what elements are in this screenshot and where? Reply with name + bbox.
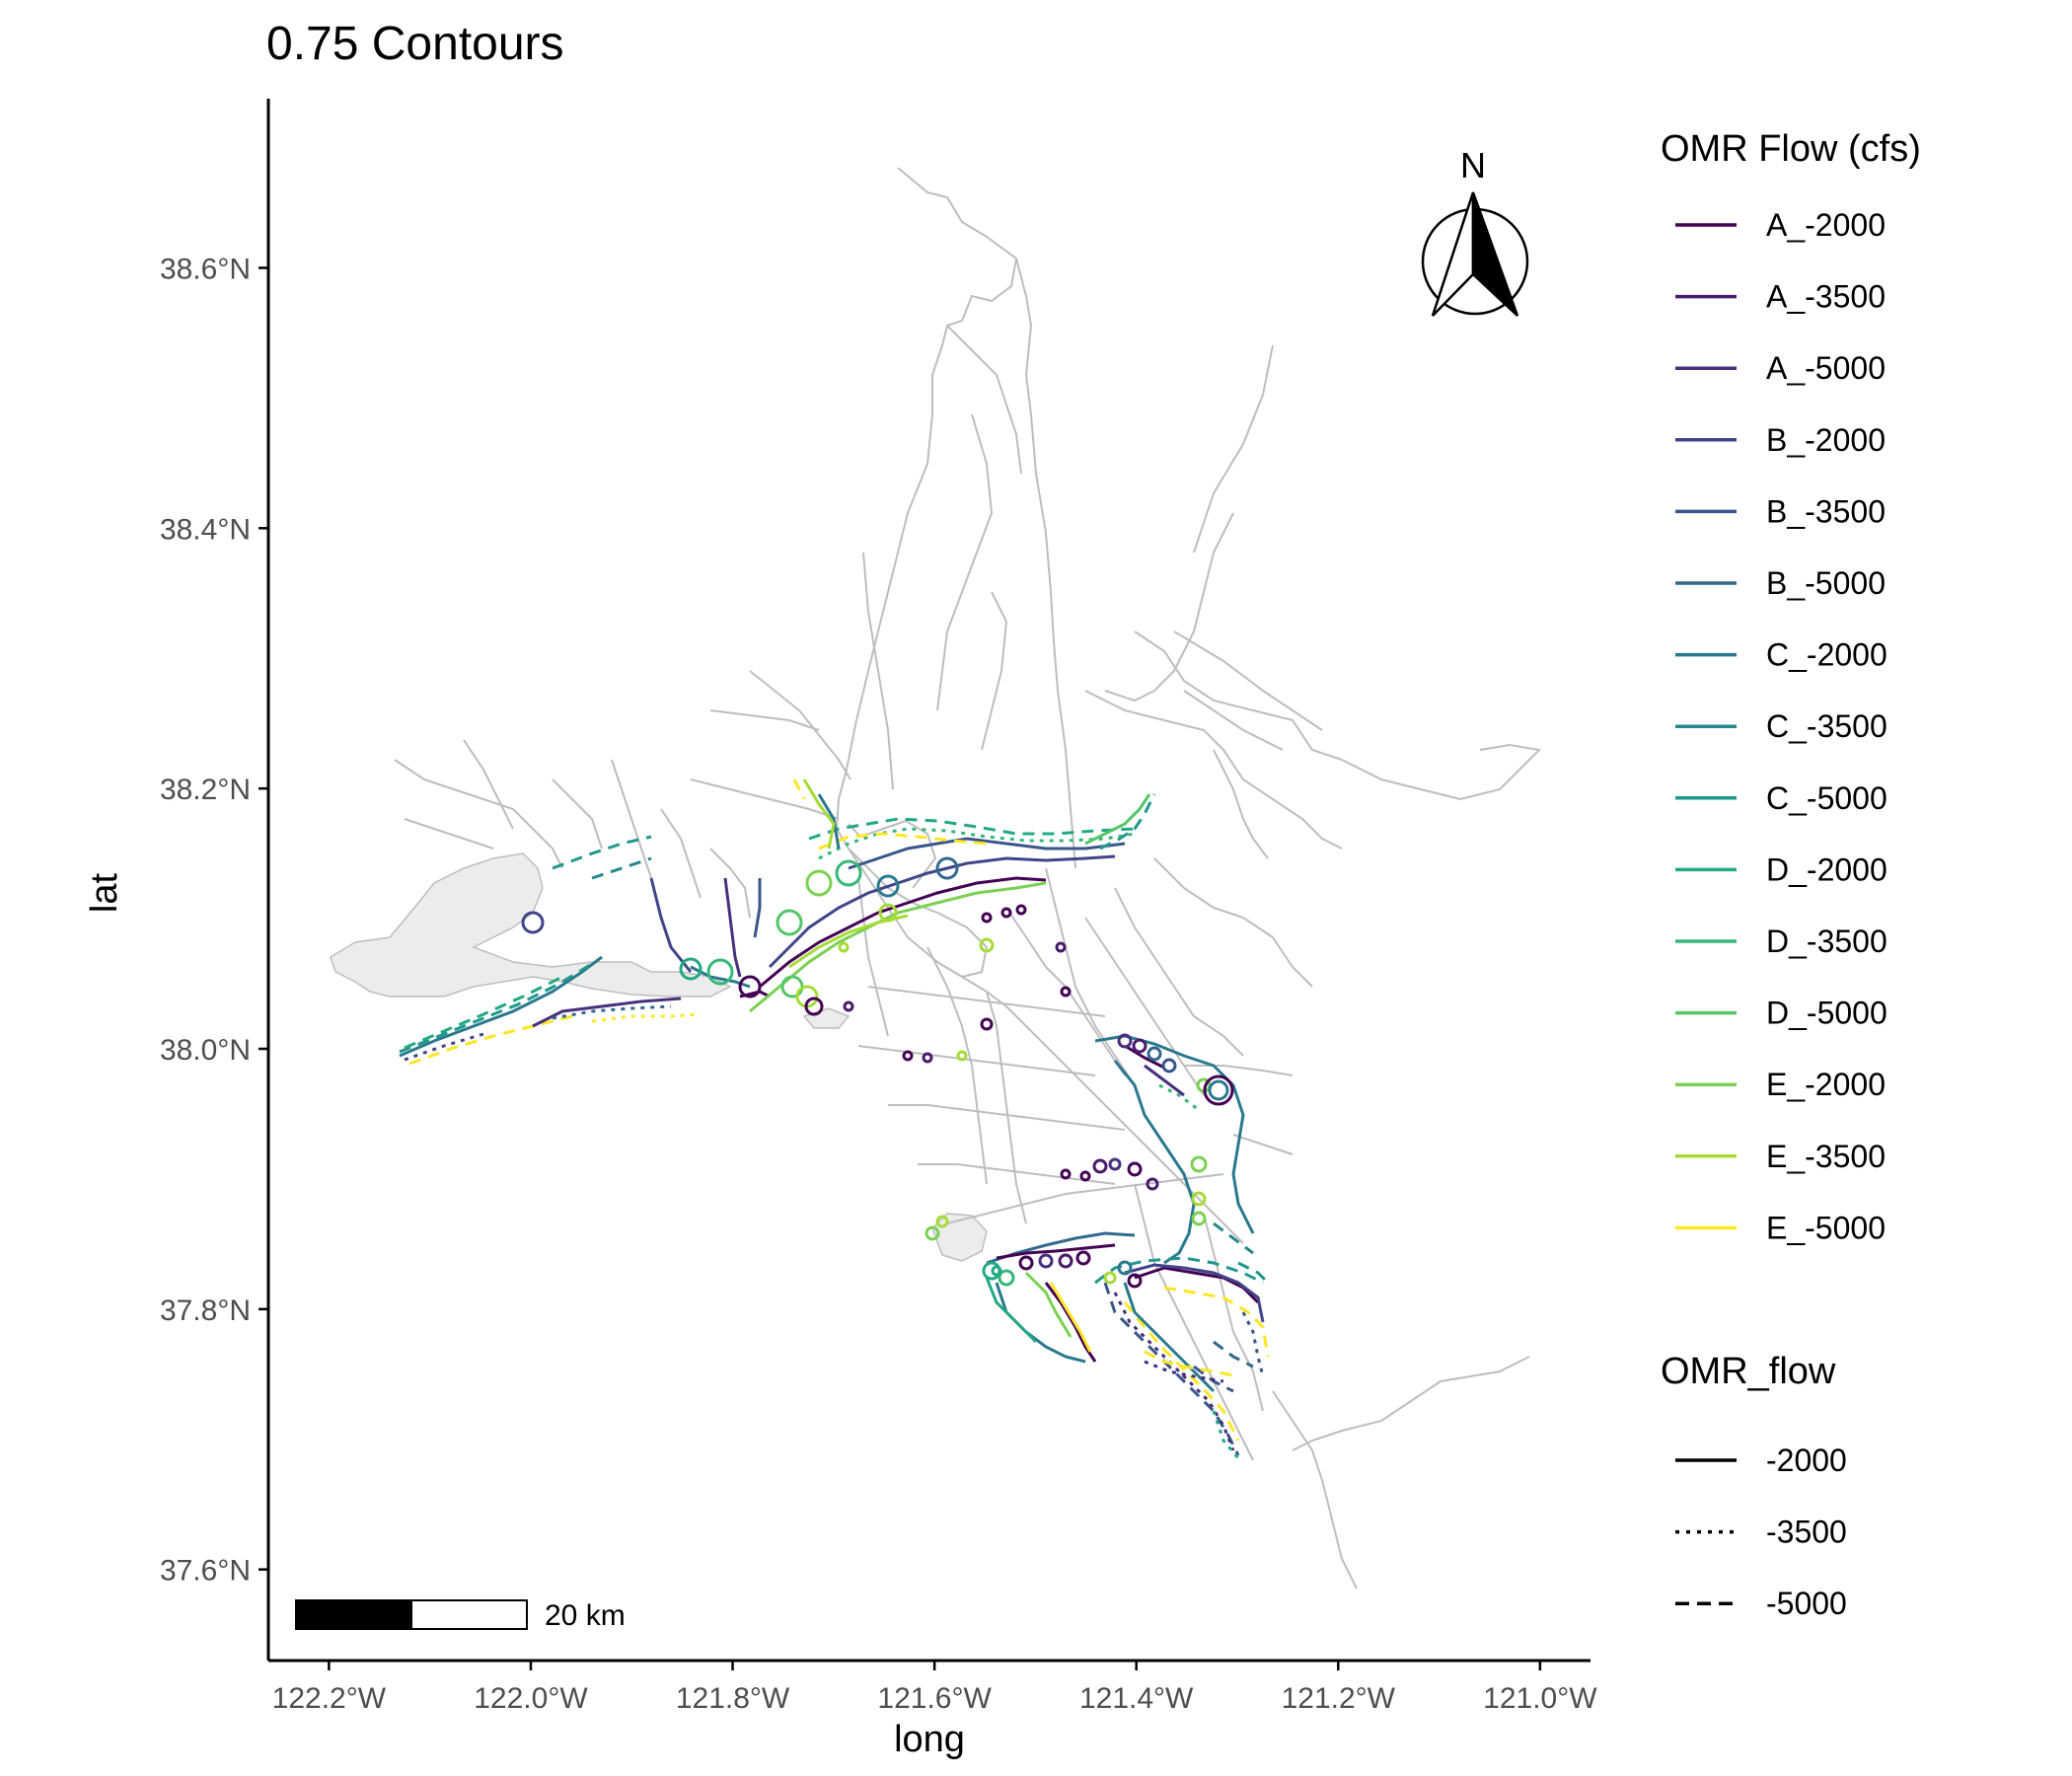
y-axis-ticks: 37.6°N 37.8°N 38.0°N 38.2°N 38.4°N 38.6°N xyxy=(160,253,268,1588)
y-tick-label: 38.0°N xyxy=(160,1034,251,1067)
x-tick-label: 121.0°W xyxy=(1483,1682,1597,1715)
y-axis-title: lat xyxy=(84,872,125,913)
legend-item-label: C_-5000 xyxy=(1766,780,1887,816)
y-tick-label: 38.4°N xyxy=(160,513,251,546)
north-arrow-left xyxy=(1431,191,1475,317)
north-arrow: N xyxy=(1421,145,1529,317)
legend-item-label: -5000 xyxy=(1766,1586,1847,1621)
marsh-sloughs xyxy=(394,739,751,919)
scale-bar-empty xyxy=(410,1599,528,1630)
legend-item-label: C_-3500 xyxy=(1766,708,1887,744)
legend-item-label: D_-2000 xyxy=(1766,851,1887,887)
north-label: N xyxy=(1460,145,1486,185)
waterways xyxy=(690,167,1542,1590)
legend-item-label: E_-3500 xyxy=(1766,1139,1886,1174)
legend-item-label: B_-3500 xyxy=(1766,493,1886,529)
x-tick-label: 122.0°W xyxy=(474,1682,588,1715)
scale-bar: 20 km xyxy=(295,1599,626,1632)
pond-area xyxy=(802,1007,851,1029)
x-tick-label: 121.6°W xyxy=(877,1682,992,1715)
legend-title: OMR Flow (cfs) xyxy=(1661,128,1921,170)
contour-lines xyxy=(399,778,1270,1459)
legend-item-label: -3500 xyxy=(1766,1515,1847,1550)
x-axis-ticks: 122.2°W 122.0°W 121.8°W 121.6°W 121.4°W 121.2… xyxy=(272,1661,1597,1715)
legend-item-label: A_-3500 xyxy=(1766,279,1886,315)
legend-item-label: B_-2000 xyxy=(1766,422,1886,458)
legend-item-label: C_-2000 xyxy=(1766,637,1887,673)
legend-item-label: -2000 xyxy=(1766,1443,1847,1478)
x-axis-title: long xyxy=(894,1719,965,1760)
bay-area xyxy=(330,852,732,998)
legend-item-label: E_-2000 xyxy=(1766,1067,1886,1102)
x-tick-label: 121.2°W xyxy=(1282,1682,1396,1715)
legend-omr-flow-cfs: OMR Flow (cfs) A_-2000 A_-3500 A_-5000 B_-2… xyxy=(1661,128,1921,1245)
scale-bar-filled xyxy=(295,1599,412,1630)
chart-title: 0.75 Contours xyxy=(266,18,564,70)
y-tick-label: 37.6°N xyxy=(160,1555,251,1588)
legend-item-label: D_-3500 xyxy=(1766,924,1887,959)
legend-title: OMR_flow xyxy=(1661,1351,1836,1392)
x-tick-label: 121.8°W xyxy=(676,1682,790,1715)
axes: 122.2°W 122.0°W 121.8°W 121.6°W 121.4°W 121.2… xyxy=(160,99,1597,1715)
y-tick-label: 38.2°N xyxy=(160,774,251,806)
legend-item-label: E_-5000 xyxy=(1766,1210,1886,1245)
legend-item-label: D_-5000 xyxy=(1766,996,1887,1031)
scale-bar-label: 20 km xyxy=(545,1599,626,1632)
legend-item-label: A_-2000 xyxy=(1766,207,1886,243)
x-tick-label: 122.2°W xyxy=(272,1682,387,1715)
y-tick-label: 37.8°N xyxy=(160,1295,251,1327)
legend-item-label: A_-5000 xyxy=(1766,350,1886,386)
y-tick-label: 38.6°N xyxy=(160,253,251,285)
legend-item-label: B_-5000 xyxy=(1766,565,1886,601)
legend-omr-flow: OMR_flow -2000 -3500 -5000 xyxy=(1661,1351,1847,1621)
map-panel xyxy=(330,167,1542,1590)
north-arrow-right xyxy=(1471,191,1519,317)
x-tick-label: 121.4°W xyxy=(1079,1682,1194,1715)
